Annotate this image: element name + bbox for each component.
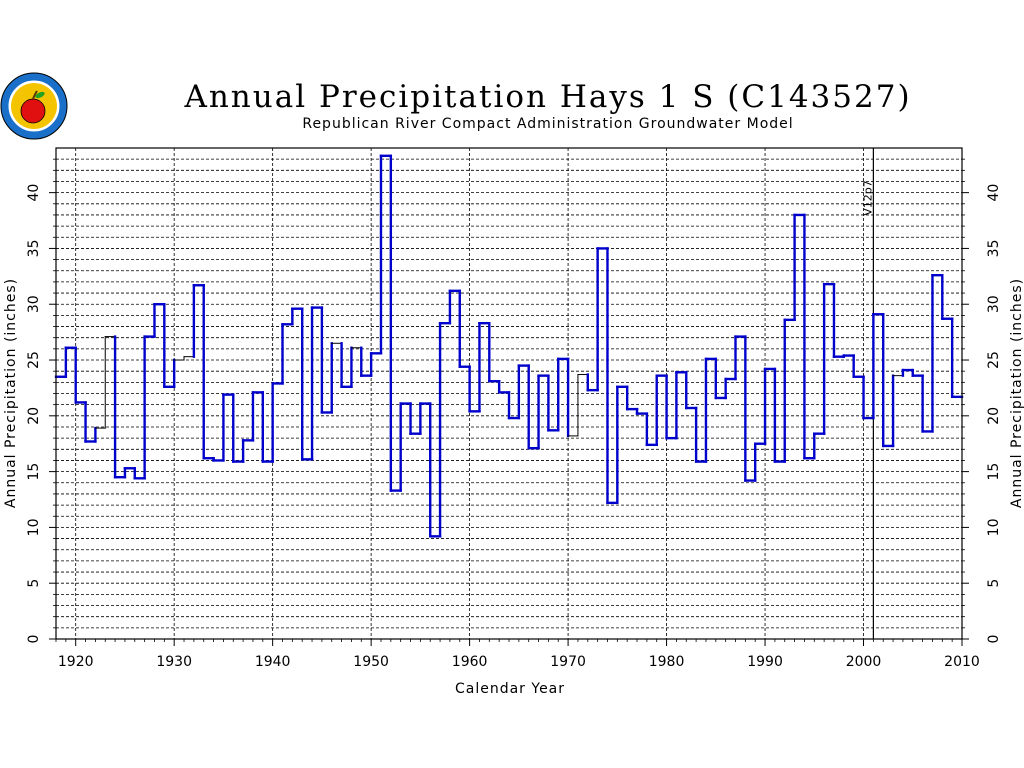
y-tick-label-left: 20 [26, 407, 42, 425]
x-tick-label: 1920 [58, 654, 94, 670]
chart-title: Annual Precipitation Hays 1 S (C143527) [183, 79, 911, 115]
x-tick-label: 1930 [156, 654, 192, 670]
chart-subtitle: Republican River Compact Administration … [302, 116, 793, 132]
y-tick-label-left: 30 [26, 295, 42, 313]
y-tick-label-left: 10 [26, 518, 42, 536]
y-tick-label-left: 25 [26, 351, 42, 369]
y-axis-title-right: Annual Precipitation (inches) [1009, 278, 1024, 508]
y-tick-label-right: 20 [986, 407, 1002, 425]
x-tick-label: 1940 [255, 654, 291, 670]
y-tick-label-right: 30 [986, 295, 1002, 313]
grid-lines [56, 148, 962, 639]
y-tick-label-right: 10 [986, 518, 1002, 536]
y-tick-label-left: 35 [26, 240, 42, 258]
y-tick-label-left: 5 [26, 579, 42, 588]
y-tick-label-right: 5 [986, 579, 1002, 588]
x-tick-label: 1990 [747, 654, 783, 670]
y-tick-label-right: 0 [986, 635, 1002, 644]
y-tick-label-right: 15 [986, 463, 1002, 481]
y-tick-label-left: 40 [26, 184, 42, 202]
x-axis-title: Calendar Year [455, 681, 565, 697]
axis-ticks: 0 0 5 5 10 10 15 15 20 20 25 25 30 30 35 35 40 40 1920 1930… [26, 158, 1002, 670]
precipitation-series [54, 154, 964, 538]
y-axis-title-left: Annual Precipitation (inches) [3, 278, 19, 508]
x-tick-label: 2000 [846, 654, 882, 670]
x-tick-label: 1970 [550, 654, 586, 670]
rrca-seal-logo [0, 72, 68, 140]
y-tick-label-left: 15 [26, 463, 42, 481]
y-tick-label-right: 35 [986, 240, 1002, 258]
version-marker-label: V12p7 [861, 180, 874, 216]
x-tick-label: 1980 [649, 654, 685, 670]
x-tick-label: 1960 [452, 654, 488, 670]
x-tick-label: 2010 [944, 654, 980, 670]
y-tick-label-right: 25 [986, 351, 1002, 369]
x-tick-label: 1950 [353, 654, 389, 670]
y-tick-label-left: 0 [26, 635, 42, 644]
y-tick-label-right: 40 [986, 184, 1002, 202]
